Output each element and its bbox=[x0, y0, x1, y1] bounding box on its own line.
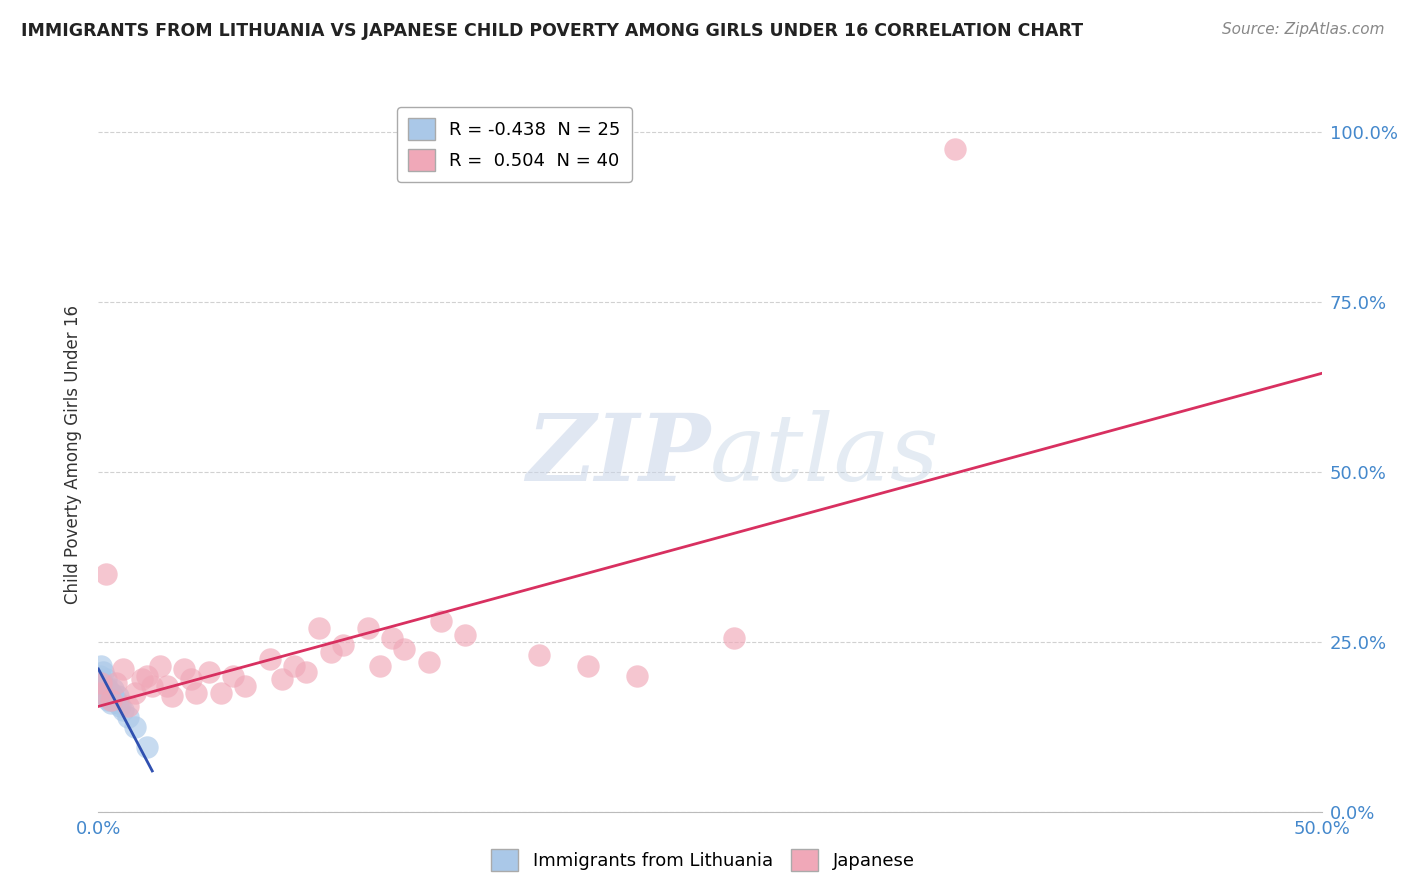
Point bbox=[283, 658, 305, 673]
Point bbox=[319, 645, 342, 659]
Point bbox=[149, 658, 172, 673]
Point bbox=[100, 686, 122, 700]
Legend: Immigrants from Lithuania, Japanese: Immigrants from Lithuania, Japanese bbox=[484, 842, 922, 879]
Point bbox=[943, 142, 966, 156]
Point bbox=[111, 662, 134, 676]
Point bbox=[626, 669, 648, 683]
Point bbox=[117, 709, 139, 723]
Point bbox=[107, 696, 129, 710]
Point bbox=[308, 621, 330, 635]
Point bbox=[368, 658, 391, 673]
Point bbox=[430, 615, 453, 629]
Point bbox=[91, 686, 114, 700]
Point bbox=[131, 672, 153, 686]
Point bbox=[91, 679, 114, 693]
Point bbox=[124, 686, 146, 700]
Point bbox=[90, 675, 112, 690]
Text: ZIP: ZIP bbox=[526, 410, 710, 500]
Point bbox=[180, 672, 202, 686]
Point bbox=[160, 689, 183, 703]
Point bbox=[186, 686, 208, 700]
Point bbox=[418, 655, 440, 669]
Point bbox=[136, 740, 159, 755]
Point bbox=[104, 675, 127, 690]
Point bbox=[101, 682, 124, 697]
Point bbox=[110, 699, 132, 714]
Point bbox=[89, 686, 111, 700]
Point bbox=[89, 669, 111, 683]
Point bbox=[381, 632, 404, 646]
Point bbox=[111, 703, 134, 717]
Point bbox=[100, 692, 122, 706]
Y-axis label: Child Poverty Among Girls Under 16: Child Poverty Among Girls Under 16 bbox=[65, 305, 83, 605]
Point bbox=[94, 689, 117, 703]
Point bbox=[259, 652, 281, 666]
Point bbox=[107, 689, 129, 703]
Text: atlas: atlas bbox=[710, 410, 939, 500]
Point bbox=[233, 679, 256, 693]
Point bbox=[723, 632, 745, 646]
Point bbox=[91, 665, 114, 680]
Point bbox=[90, 658, 112, 673]
Point bbox=[392, 641, 416, 656]
Point bbox=[117, 699, 139, 714]
Point bbox=[91, 675, 114, 690]
Point bbox=[295, 665, 318, 680]
Point bbox=[94, 672, 117, 686]
Text: Source: ZipAtlas.com: Source: ZipAtlas.com bbox=[1222, 22, 1385, 37]
Point bbox=[209, 686, 232, 700]
Point bbox=[156, 679, 179, 693]
Point bbox=[576, 658, 599, 673]
Point bbox=[141, 679, 163, 693]
Point bbox=[100, 692, 122, 706]
Point bbox=[104, 692, 127, 706]
Legend: R = -0.438  N = 25, R =  0.504  N = 40: R = -0.438 N = 25, R = 0.504 N = 40 bbox=[396, 107, 631, 182]
Point bbox=[222, 669, 245, 683]
Point bbox=[173, 662, 195, 676]
Point bbox=[94, 566, 117, 581]
Point bbox=[332, 638, 354, 652]
Point bbox=[94, 682, 117, 697]
Text: IMMIGRANTS FROM LITHUANIA VS JAPANESE CHILD POVERTY AMONG GIRLS UNDER 16 CORRELA: IMMIGRANTS FROM LITHUANIA VS JAPANESE CH… bbox=[21, 22, 1083, 40]
Point bbox=[100, 696, 122, 710]
Point bbox=[527, 648, 550, 663]
Point bbox=[356, 621, 378, 635]
Point bbox=[90, 679, 112, 693]
Point bbox=[197, 665, 219, 680]
Point bbox=[454, 628, 477, 642]
Point bbox=[124, 720, 146, 734]
Point bbox=[136, 669, 159, 683]
Point bbox=[270, 672, 294, 686]
Point bbox=[97, 692, 120, 706]
Point bbox=[101, 689, 124, 703]
Point bbox=[97, 682, 120, 697]
